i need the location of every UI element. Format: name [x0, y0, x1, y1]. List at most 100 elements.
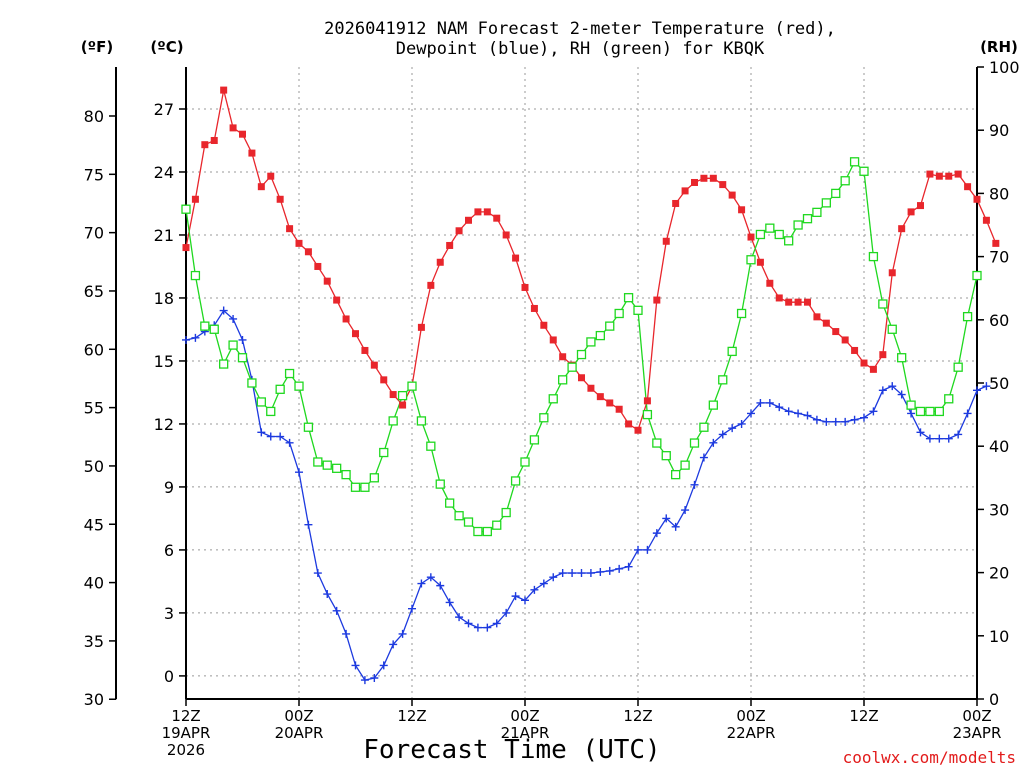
dewpoint-point — [568, 569, 577, 578]
fahrenheit-tick-label: 40 — [84, 574, 104, 593]
temperature-point — [502, 231, 510, 239]
temperature-point — [530, 304, 538, 312]
temperature-point — [455, 227, 463, 235]
temperature-point — [191, 195, 199, 203]
rh-point — [972, 270, 982, 281]
dewpoint-point — [963, 409, 972, 418]
rh-point — [586, 337, 596, 347]
dewpoint-point — [634, 545, 642, 554]
temperature-point — [813, 313, 821, 321]
rh-point — [661, 451, 671, 461]
dewpoint-point — [954, 430, 963, 439]
x-tick-label: 12Z — [849, 707, 878, 725]
rh-point — [605, 321, 615, 331]
rh-point — [718, 375, 728, 385]
rh-point — [859, 166, 869, 176]
temperature-point — [389, 391, 397, 399]
dewpoint-point — [718, 430, 727, 439]
dewpoint-point — [408, 604, 416, 613]
dewpoint-point — [925, 434, 934, 443]
temperature-point — [672, 199, 680, 207]
rh-point — [275, 384, 285, 394]
x-tick-label: 23APR — [953, 724, 1002, 742]
dewpoint-point — [342, 629, 351, 638]
temperature-point — [446, 241, 454, 249]
temperature-point — [794, 298, 802, 306]
rh-point — [755, 229, 766, 240]
dewpoint-point — [332, 606, 341, 615]
celsius-tick-label: 0 — [164, 667, 174, 686]
temperature-point — [323, 277, 331, 285]
rh-point — [237, 353, 248, 363]
rh-point — [953, 362, 963, 372]
dewpoint-point — [605, 566, 614, 575]
dewpoint-point — [643, 545, 652, 554]
temperature-point — [691, 178, 698, 186]
dewpoint-point — [794, 409, 803, 418]
dewpoint-point — [445, 598, 454, 607]
dewpoint-point — [737, 419, 746, 428]
dewpoint-point — [389, 640, 398, 649]
dewpoint-point — [897, 390, 906, 399]
temperature-point — [549, 336, 557, 344]
dewpoint-point — [219, 306, 228, 315]
temperature-point — [540, 321, 548, 329]
temperature-point — [257, 183, 265, 191]
dewpoint-point — [426, 573, 435, 582]
rh-point — [802, 214, 813, 224]
rh-point — [558, 375, 568, 385]
temperature-point — [370, 361, 378, 369]
temperature-point — [578, 374, 585, 382]
dewpoint-point — [624, 562, 633, 571]
rh-point — [736, 308, 747, 319]
temperature-point — [333, 296, 341, 304]
rh-point — [548, 394, 558, 404]
rh-point — [341, 469, 351, 480]
dewpoint-point — [907, 409, 916, 418]
temperature-point — [907, 208, 915, 216]
temperature-point — [201, 141, 209, 149]
dewpoint-point — [257, 428, 266, 437]
rh-point — [708, 400, 718, 410]
dewpoint-point — [436, 581, 445, 590]
dewpoint-point — [652, 529, 661, 538]
dewpoint-point — [502, 608, 511, 617]
temperature-point — [229, 124, 237, 132]
dewpoint-point — [511, 592, 520, 601]
celsius-tick-label: 27 — [154, 100, 174, 119]
dewpoint-point — [577, 569, 586, 578]
dewpoint-point — [455, 613, 464, 622]
dewpoint-point — [699, 453, 708, 462]
series-markers — [181, 86, 1000, 685]
rh-point — [454, 511, 464, 521]
rh-tick-label: 30 — [989, 500, 1009, 519]
dewpoint-point — [464, 619, 473, 628]
temperature-point — [851, 346, 859, 354]
rh-point — [934, 406, 944, 417]
dewpoint-point — [539, 579, 548, 588]
celsius-tick-label: 3 — [164, 604, 174, 623]
temperature-point — [559, 353, 567, 361]
temperature-point — [304, 248, 312, 256]
temperature-point — [832, 328, 840, 336]
dewpoint-point — [285, 438, 294, 447]
rh-point — [529, 435, 540, 445]
temperature-point — [512, 254, 520, 262]
temperature-point — [766, 279, 774, 287]
dewpoint-point — [558, 569, 567, 578]
dewpoint-point — [379, 661, 388, 670]
rh-point — [350, 482, 361, 492]
temperature-point — [841, 336, 849, 344]
temperature-point — [898, 225, 906, 233]
dewpoint-point — [916, 428, 925, 437]
fahrenheit-tick-label: 30 — [84, 690, 104, 709]
dewpoint-point — [492, 619, 501, 628]
temperature-point — [756, 258, 764, 266]
dewpoint-point — [370, 674, 379, 683]
rh-point — [831, 188, 841, 199]
dewpoint-point — [360, 676, 369, 685]
dewpoint-point — [596, 567, 605, 576]
rh-point — [840, 176, 850, 186]
celsius-tick-label: 24 — [154, 163, 174, 182]
rh-point — [482, 526, 492, 537]
